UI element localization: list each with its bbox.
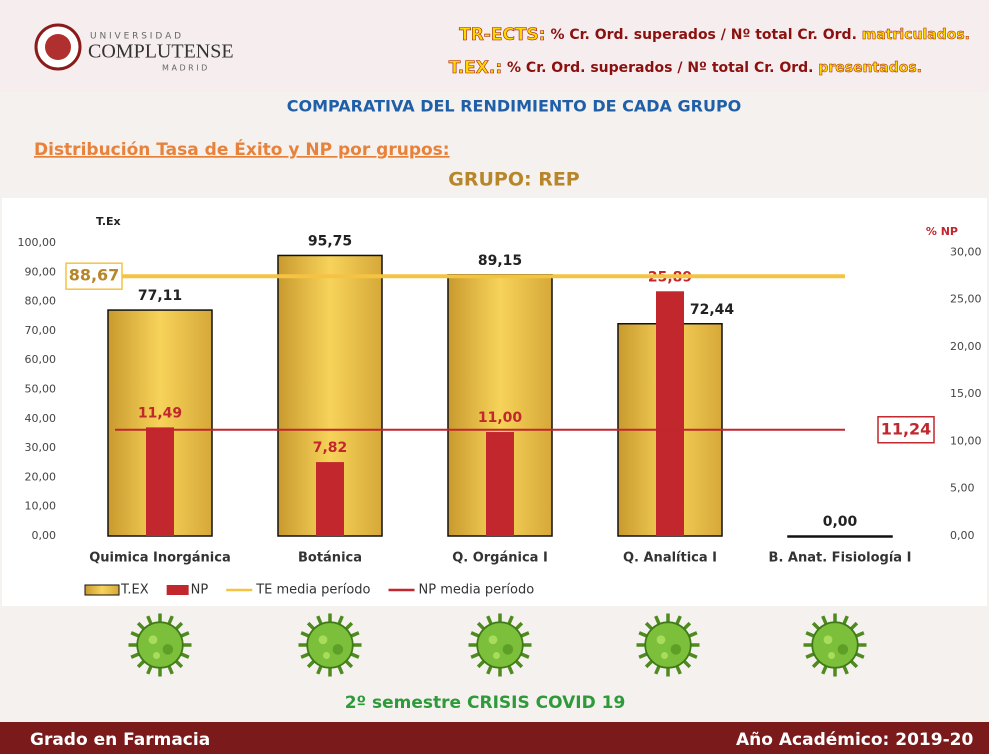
definition-highlight: presentados.: [818, 60, 922, 76]
bar: [656, 291, 684, 536]
definition-text: % Cr. Ord. superados / Nº total Cr. Ord.: [507, 60, 813, 76]
value-label: 89,15: [478, 253, 522, 269]
y2-tick-label: 10,00: [950, 434, 982, 447]
reference-label: 88,67: [69, 266, 120, 285]
logo-line: M A D R I D: [162, 64, 207, 73]
y-tick-label: 50,00: [25, 383, 57, 396]
value-label: 95,75: [308, 233, 352, 249]
covid-note: 2º semestre CRISIS COVID 19: [345, 693, 626, 713]
legend-label: NP: [191, 583, 209, 598]
legend-swatch: [166, 585, 189, 595]
header-band: [0, 0, 989, 92]
y-tick-label: 40,00: [25, 412, 57, 425]
value-label: 7,82: [313, 440, 348, 456]
x-tick-label: Q. Analítica I: [623, 551, 717, 566]
bar: [787, 535, 893, 538]
y2-tick-label: 0,00: [950, 529, 975, 542]
value-label: 72,44: [690, 302, 735, 318]
y2-tick-label: 5,00: [950, 482, 975, 495]
legend-label: NP media período: [419, 583, 535, 598]
y-tick-label: 80,00: [25, 295, 57, 308]
x-tick-label: Q. Orgánica I: [452, 551, 548, 566]
value-label: 0,00: [823, 514, 858, 530]
x-tick-label: Quimica Inorgánica: [89, 551, 230, 566]
y2-tick-label: 20,00: [950, 340, 982, 353]
y2-tick-label: 30,00: [950, 245, 982, 258]
y2-tick-label: 25,00: [950, 293, 982, 306]
y-tick-label: 100,00: [18, 236, 57, 249]
plot: 0,00 10,00 20,00 30,00 40,00 50,00 60,00 70,00 8…: [18, 233, 982, 597]
y-tick-label: 20,00: [25, 470, 57, 483]
y-tick-label: 10,00: [25, 500, 57, 513]
heading: COMPARATIVA DEL RENDIMIENTO DE CADA GRUP…: [287, 97, 742, 116]
x-tick-label: B. Anat. Fisiología I: [769, 551, 912, 566]
footer-bar: [0, 722, 989, 754]
subheading: Distribución Tasa de Éxito y NP por grup…: [34, 138, 450, 160]
value-label: 11,49: [138, 405, 182, 421]
y-tick-label: 90,00: [25, 265, 57, 278]
y-tick-label: 30,00: [25, 441, 57, 454]
y-axis-label: T.Ex: [96, 215, 121, 228]
definition-term: TR-ECTS:: [459, 25, 545, 45]
y-tick-label: 0,00: [32, 529, 57, 542]
reference-label: 11,24: [881, 419, 932, 438]
reference-label-box: [65, 262, 123, 290]
definition-highlight: matriculados.: [862, 27, 970, 43]
chart-title: GRUPO: REP: [448, 169, 580, 191]
definition: T.EX.: % Cr. Ord. superados / Nº total C…: [449, 58, 922, 78]
footer-right: Año Académico: 2019-20: [736, 730, 973, 750]
x-tick-label: Botánica: [298, 551, 362, 566]
logo-line: U N I V E R S I D A D: [90, 32, 181, 42]
legend-swatch: [84, 584, 120, 596]
value-label: 77,11: [138, 288, 182, 304]
value-label: 11,00: [478, 410, 523, 426]
reference-label-box: [877, 416, 935, 444]
y2-axis-label: % NP: [926, 225, 958, 238]
logo-line: COMPLUTENSE: [88, 41, 234, 63]
y-tick-label: 60,00: [25, 353, 57, 366]
legend-label: TE media período: [255, 583, 370, 598]
definition-text: % Cr. Ord. superados / Nº total Cr. Ord.: [550, 27, 856, 43]
footer-left: Grado en Farmacia: [30, 730, 210, 750]
definition-term: T.EX.:: [449, 58, 502, 78]
bar: [146, 427, 174, 536]
logo-seal-inner: [45, 34, 71, 60]
bar: [316, 462, 344, 536]
y-tick-label: 70,00: [25, 324, 57, 337]
y2-tick-label: 15,00: [950, 387, 982, 400]
bar: [486, 432, 514, 536]
legend-label: T.EX: [120, 583, 149, 598]
definition: TR-ECTS: % Cr. Ord. superados / Nº total…: [459, 25, 970, 45]
